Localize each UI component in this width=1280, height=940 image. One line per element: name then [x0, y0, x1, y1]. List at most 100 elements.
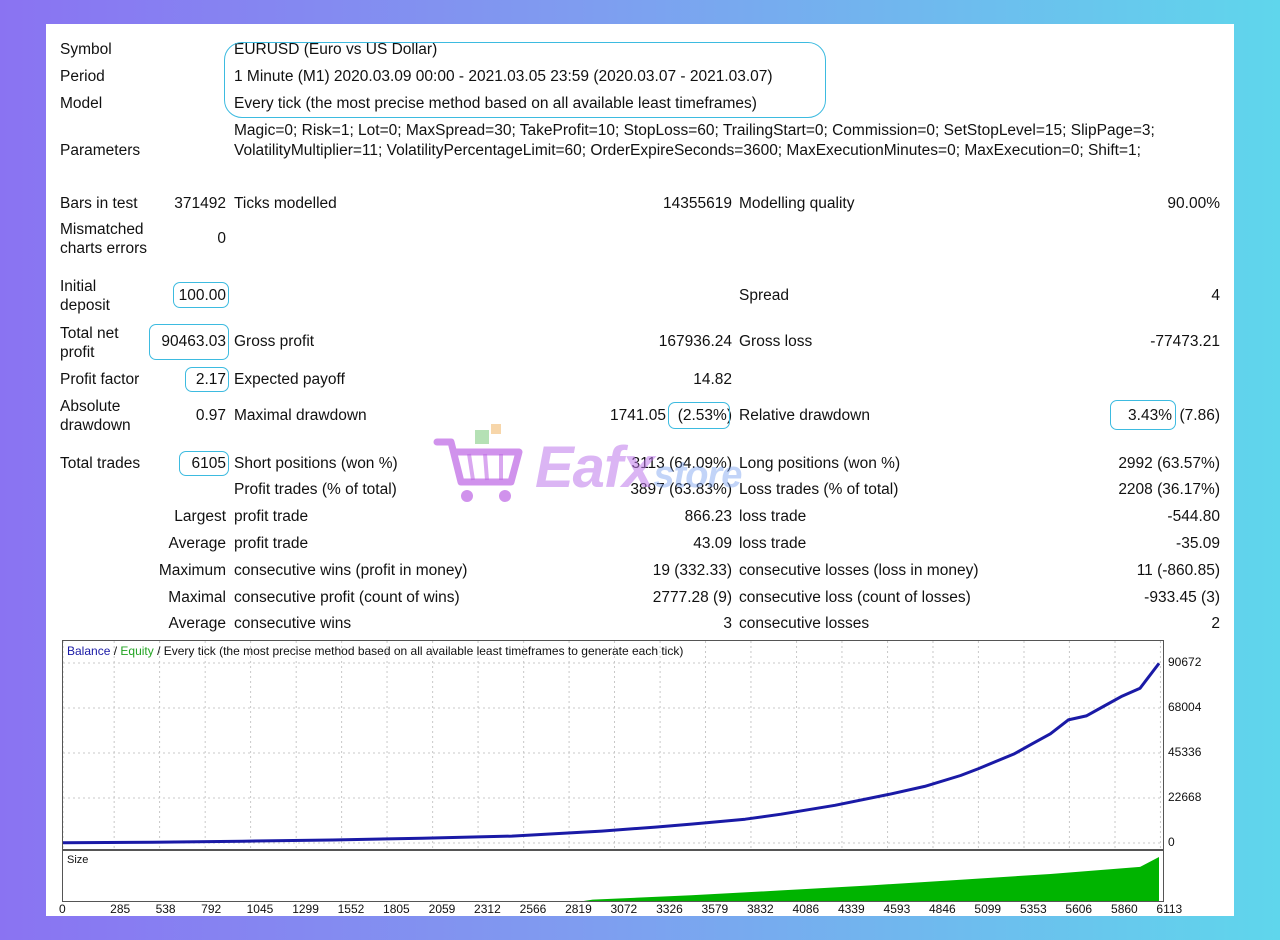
ticks-value: 14355619 [663, 195, 732, 212]
max-losses-label: consecutive losses (loss in money) [739, 562, 979, 579]
loss-trades-label: Loss trades (% of total) [739, 481, 899, 498]
x-tick-label: 4593 [883, 902, 911, 916]
max-wins-label: consecutive wins (profit in money) [234, 562, 468, 579]
max-wins-value: 19 (332.33) [652, 562, 732, 579]
payoff-value: 14.82 [693, 371, 732, 388]
avg-cons-wins-label: consecutive wins [234, 615, 352, 632]
x-tick-label: 5606 [1065, 902, 1093, 916]
gross-profit-label: Gross profit [234, 333, 315, 350]
average-loss-value: -35.09 [1176, 535, 1220, 552]
profit-trades-label: Profit trades (% of total) [234, 481, 397, 498]
average-profit-label: profit trade [234, 535, 309, 552]
relative-drawdown-pct: 3.43% [1128, 407, 1172, 424]
max-losses-value: 11 (-860.85) [1136, 562, 1220, 579]
bars-value: 371492 [174, 195, 226, 212]
maximal-profit-value: 2777.28 (9) [652, 589, 732, 606]
net-profit-label: Total net profit [60, 325, 119, 361]
payoff-label: Expected payoff [234, 371, 345, 388]
x-tick-label: 792 [201, 902, 222, 916]
x-tick-label: 1805 [383, 902, 410, 916]
profit-factor-value: 2.17 [195, 371, 226, 388]
total-trades-label: Total trades [60, 455, 141, 472]
avg-cons-wins-value: 3 [723, 615, 732, 632]
maximum-label: Maximum [158, 562, 226, 579]
maximal-drawdown-pct: (2.53%) [677, 407, 732, 424]
bars-label: Bars in test [60, 195, 138, 212]
balance-equity-chart: Balance / Equity / Every tick (the most … [62, 640, 1164, 850]
size-chart-svg [63, 857, 1159, 901]
deposit-label: Initial deposit [60, 278, 110, 314]
symbol-value: EURUSD (Euro vs US Dollar) [234, 41, 438, 58]
size-area [63, 857, 1159, 901]
profit-trades-value: 3897 (63.83%) [630, 481, 732, 498]
largest-profit-label: profit trade [234, 508, 309, 525]
x-tick-label: 5353 [1019, 902, 1047, 916]
profit-factor-label: Profit factor [60, 371, 140, 388]
ticks-label: Ticks modelled [234, 195, 337, 212]
x-tick-label: 0 [59, 902, 66, 916]
shopping-cart-icon [433, 424, 523, 502]
x-tick-label: 2566 [519, 902, 547, 916]
short-positions-value: 3113 (64.09%) [631, 455, 732, 472]
highlight-deposit-box [173, 282, 229, 308]
maximal-loss-label: consecutive loss (count of losses) [739, 589, 971, 606]
long-positions-label: Long positions (won %) [739, 455, 901, 472]
model-label: Model [60, 95, 103, 112]
relative-drawdown-label: Relative drawdown [739, 407, 870, 424]
period-value: 1 Minute (M1) 2020.03.09 00:00 - 2021.03… [234, 68, 773, 85]
y-tick-label: 68004 [1168, 700, 1202, 714]
quality-label: Modelling quality [739, 195, 855, 212]
average-consecutive-label: Average [168, 615, 226, 632]
chart-legend: Balance / Equity / Every tick (the most … [67, 644, 683, 658]
legend-description: / Every tick (the most precise method ba… [153, 644, 684, 658]
total-trades-value: 6105 [191, 455, 226, 472]
y-tick-label: 0 [1168, 835, 1175, 849]
spread-value: 4 [1211, 287, 1220, 304]
gross-loss-value: -77473.21 [1150, 333, 1220, 350]
average-profit-value: 43.09 [693, 535, 732, 552]
parameters-label: Parameters [60, 142, 141, 159]
model-value: Every tick (the most precise method base… [234, 95, 757, 112]
y-tick-label: 90672 [1168, 655, 1202, 669]
quality-value: 90.00% [1167, 195, 1220, 212]
highlight-profit-factor-box [185, 367, 229, 392]
highlight-total-trades-box [179, 451, 229, 476]
largest-label: Largest [174, 508, 226, 525]
legend-separator: / [110, 644, 121, 658]
x-tick-label: 6113 [1156, 902, 1183, 916]
maximal-label: Maximal [168, 589, 226, 606]
size-chart: Size [62, 850, 1164, 902]
largest-loss-value: -544.80 [1167, 508, 1220, 525]
legend-equity: Equity [120, 644, 154, 658]
x-tick-label: 285 [110, 902, 131, 916]
highlight-max-dd-box [668, 402, 730, 429]
x-tick-label: 3579 [701, 902, 729, 916]
deposit-value: 100.00 [178, 287, 226, 304]
x-tick-label: 3072 [610, 902, 638, 916]
largest-profit-value: 866.23 [684, 508, 732, 525]
net-profit-value: 90463.03 [161, 333, 226, 350]
x-tick-label: 4846 [928, 902, 956, 916]
gross-profit-value: 167936.24 [658, 333, 732, 350]
highlight-rel-dd-box [1110, 400, 1176, 430]
spread-label: Spread [739, 287, 789, 304]
x-tick-label: 2312 [474, 902, 501, 916]
x-tick-label: 2819 [565, 902, 592, 916]
x-tick-label: 4086 [792, 902, 820, 916]
largest-loss-label: loss trade [739, 508, 807, 525]
loss-trades-value: 2208 (36.17%) [1118, 481, 1220, 498]
average-label: Average [168, 535, 226, 552]
maximal-profit-label: consecutive profit (count of wins) [234, 589, 460, 606]
mismatch-label: Mismatched charts errors [60, 221, 147, 257]
avg-cons-losses-value: 2 [1211, 615, 1220, 632]
size-label: Size [67, 854, 89, 866]
balance-line [63, 662, 1161, 845]
avg-cons-losses-label: consecutive losses [739, 615, 870, 632]
average-loss-label: loss trade [739, 535, 807, 552]
parameters-value: Magic=0; Risk=1; Lot=0; MaxSpread=30; Ta… [234, 122, 1155, 159]
strategy-tester-report: Symbol EURUSD (Euro vs US Dollar) Period… [46, 24, 1234, 916]
x-tick-label: 1045 [246, 902, 274, 916]
absolute-drawdown-value: 0.97 [195, 407, 226, 424]
legend-balance: Balance [67, 644, 111, 658]
short-positions-label: Short positions (won %) [234, 455, 398, 472]
